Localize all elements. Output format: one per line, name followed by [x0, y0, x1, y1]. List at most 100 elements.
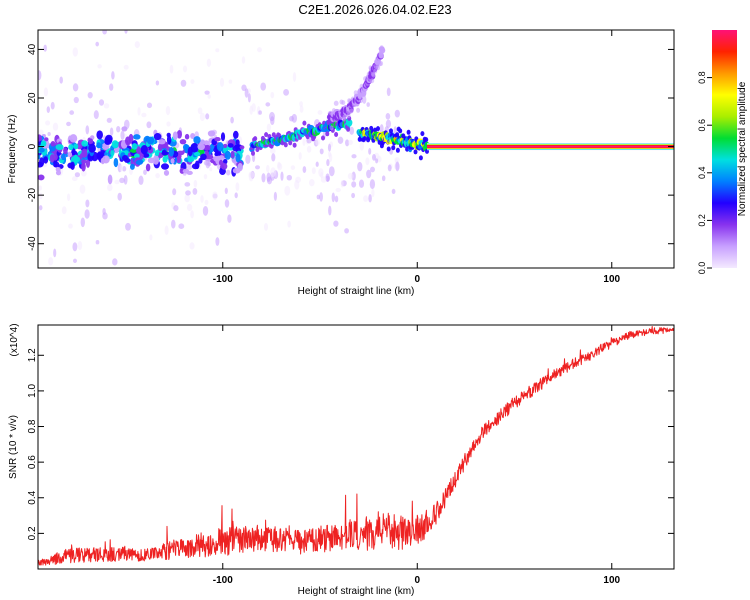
spectrogram-cell	[286, 174, 292, 181]
spectrogram-cell	[135, 159, 143, 166]
spectrogram-cell	[232, 144, 239, 152]
spectrogram-cell	[302, 120, 307, 126]
spectrogram-cell	[146, 136, 155, 145]
spectrogram-cell	[215, 237, 220, 246]
spectrogram-cell	[38, 129, 44, 136]
spectrogram-cell	[321, 135, 325, 141]
spectrogram-cell	[391, 188, 396, 194]
spectrogram-cell	[169, 64, 174, 74]
spectrogram-cell	[377, 139, 382, 145]
spectrogram-cell	[172, 131, 178, 141]
spectrogram-cell	[371, 72, 376, 78]
spectrogram-cell	[233, 130, 239, 139]
spectrogram-cell	[38, 70, 42, 81]
spectrogram-cell	[168, 146, 175, 157]
spectrogram-cell	[72, 83, 79, 92]
spectrogram-cell	[38, 134, 43, 142]
spectrogram-cell	[366, 102, 370, 107]
spectrogram-cell	[224, 150, 231, 160]
spectrogram-cell	[319, 192, 323, 202]
spectrogram-cell	[73, 258, 77, 263]
spectrogram-cell	[370, 166, 375, 173]
spectrogram-cell	[111, 71, 115, 80]
spectrogram-cell	[424, 137, 429, 143]
spectrogram-cell	[72, 242, 78, 252]
spectrogram-cell	[106, 117, 112, 123]
spectrogram-cell	[318, 168, 324, 177]
spectrogram-cell	[73, 154, 79, 163]
spectrogram-cell	[38, 174, 45, 181]
spectrogram-cell	[65, 17, 68, 25]
spectrogram-cell	[121, 126, 128, 132]
spectrogram-cell	[206, 154, 214, 160]
x-tick-label: 100	[603, 575, 620, 586]
spectrogram-cell	[60, 153, 66, 161]
snr-multiplier: (x10^4)	[9, 323, 20, 356]
y-tick-label: 20	[27, 92, 38, 104]
spectrogram-cell	[224, 187, 228, 195]
spectrogram-cell	[319, 148, 324, 155]
spectrogram-cell	[125, 222, 131, 231]
spectrogram-cell	[346, 126, 351, 132]
spectrogram-cell	[197, 143, 205, 151]
spectrogram-cell	[371, 154, 377, 161]
spectrogram-cell	[124, 136, 132, 146]
spectrogram-cell	[222, 143, 228, 148]
spectrogram-cell	[209, 167, 213, 172]
spectrogram-cell	[206, 58, 212, 67]
spectrogram-cell	[194, 160, 200, 170]
spectrogram-cell	[266, 172, 271, 183]
spectrogram-cell	[380, 47, 385, 53]
spectrogram-cell	[370, 78, 375, 84]
spectrogram-cell	[39, 157, 45, 167]
spectrogram-cell	[104, 138, 110, 145]
spectrogram-cell	[375, 158, 379, 164]
spectrogram-cell	[93, 110, 99, 120]
spectrogram-cell	[68, 223, 73, 229]
spectrogram-cell	[184, 133, 190, 140]
spectrogram-cell	[81, 159, 87, 164]
spectrogram-cell	[347, 172, 354, 180]
spectrogram-cell	[158, 138, 166, 145]
colorbar-gradient	[712, 30, 737, 268]
spectrogram-cell	[164, 225, 169, 235]
spectrogram-cell	[141, 112, 147, 118]
spectrogram-cell	[345, 139, 350, 147]
x-tick-label: -100	[213, 575, 233, 586]
spectrogram-cell	[189, 242, 195, 250]
spectrogram-cell	[110, 149, 115, 157]
spectrogram-cell	[109, 83, 114, 91]
spectrogram-cell	[43, 87, 49, 97]
spectrogram-cell	[38, 18, 43, 23]
spectrogram-cell	[283, 89, 290, 96]
spectrogram-cells	[38, 17, 674, 266]
spectrogram-cell	[203, 173, 208, 180]
snr-ticks: -100 0 100 0.2 0.4 0.6 0.8 1.0 1.2	[27, 325, 674, 586]
spectrogram-cell	[358, 179, 365, 188]
spectrogram-cell	[85, 199, 90, 208]
spectrogram-cell	[269, 111, 275, 122]
spectrogram-cell	[193, 136, 201, 144]
spectrogram-cell	[376, 65, 381, 71]
spectrogram-cell	[418, 155, 423, 161]
spectrogram-cell	[394, 109, 400, 118]
spectrogram-cell	[152, 155, 160, 165]
spectrogram-cell	[420, 131, 425, 137]
spectrogram-cell	[73, 96, 79, 104]
spectrogram-cell	[381, 175, 386, 182]
spectrogram-cell	[288, 140, 293, 146]
spectrogram-cell	[218, 155, 225, 161]
spectrogram-cell	[235, 182, 240, 192]
spectrogram-cell	[284, 185, 291, 196]
spectrogram-cell	[55, 143, 64, 151]
colorbar-ticks: 0.0 0.2 0.4 0.6 0.8	[697, 71, 712, 274]
spectrogram-cell	[149, 234, 153, 241]
spectrogram-cell	[317, 110, 323, 115]
spectrogram-cell	[162, 155, 168, 163]
spectrogram-cell	[331, 192, 335, 203]
spectrogram-cell	[77, 240, 83, 251]
spectrogram-cell	[389, 128, 393, 134]
spectrogram-cell	[204, 199, 209, 205]
spectrogram-cell	[327, 143, 332, 152]
